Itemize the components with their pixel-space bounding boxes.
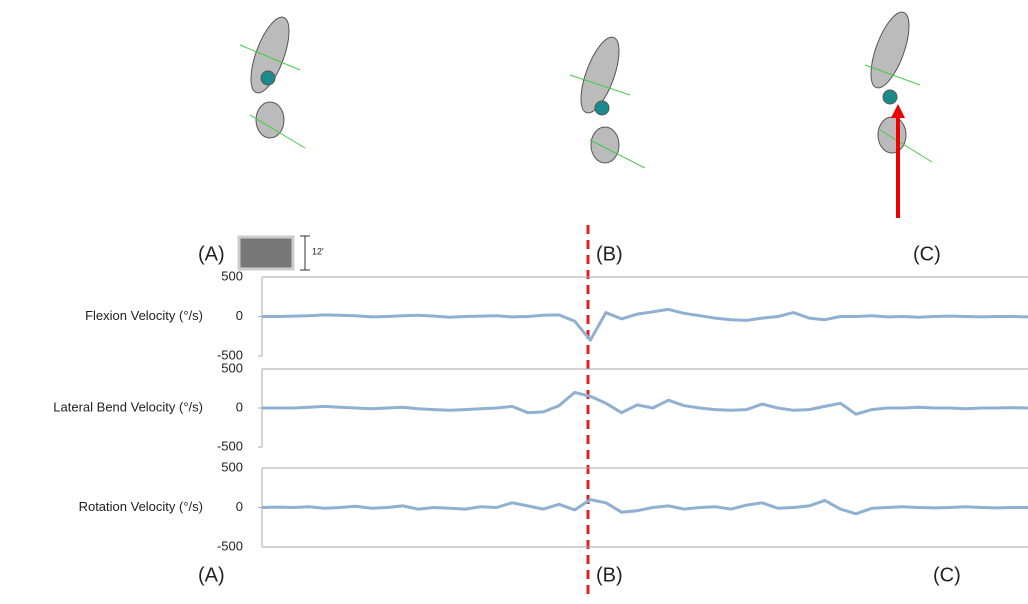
- label-a: (A): [198, 564, 225, 586]
- scale-label: 12': [312, 246, 324, 256]
- y-tick-label: -500: [217, 438, 243, 453]
- scale-box: [239, 237, 293, 269]
- label-b: (B): [596, 243, 623, 265]
- label-a: (A): [198, 243, 225, 265]
- label-b: (B): [596, 564, 623, 586]
- y-tick-label: 500: [221, 360, 243, 375]
- figure: 12' (A) (B) (C) (A) (B) (C) -500 0 500 Flex…: [0, 0, 1028, 599]
- y-axis-title: Lateral Bend Velocity (°/s): [53, 399, 203, 414]
- velocity-line: [262, 309, 1028, 340]
- y-tick-label: 0: [236, 499, 243, 514]
- velocity-line: [262, 500, 1028, 514]
- label-c: (C): [913, 243, 941, 265]
- y-tick-label: 500: [221, 459, 243, 474]
- label-c: (C): [933, 564, 961, 586]
- y-tick-label: 500: [221, 268, 243, 283]
- y-tick-label: 0: [236, 399, 243, 414]
- y-axis-title: Flexion Velocity (°/s): [85, 308, 203, 323]
- velocity-line: [262, 392, 1028, 414]
- force-arrow-head: [891, 104, 905, 118]
- y-tick-label: 0: [236, 308, 243, 323]
- y-tick-label: -500: [217, 538, 243, 553]
- y-axis-title: Rotation Velocity (°/s): [79, 499, 203, 514]
- spine-illustration: [240, 8, 932, 168]
